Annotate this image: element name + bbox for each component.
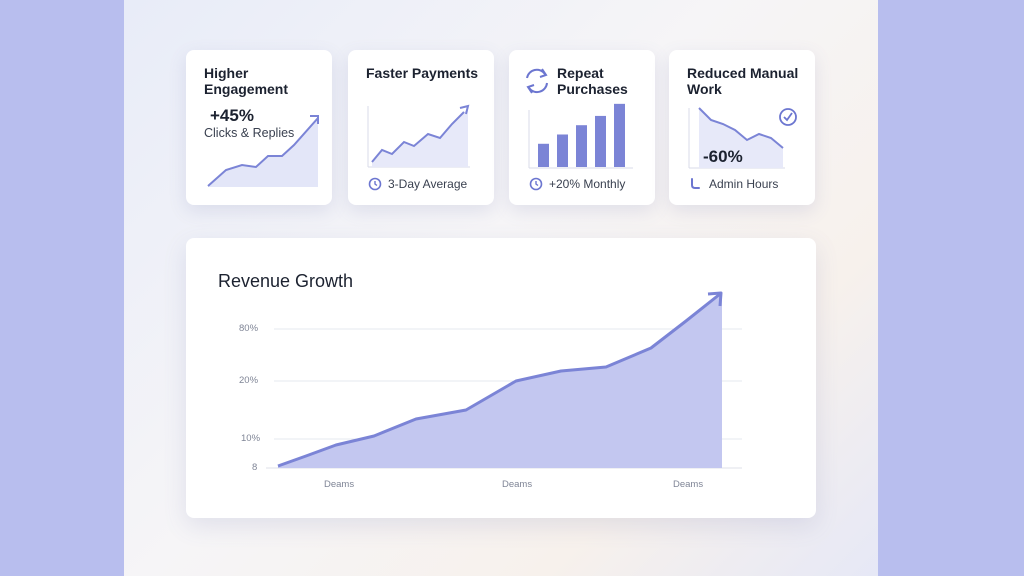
- left-background-band: [0, 0, 124, 576]
- x-tick-label: Deams: [502, 479, 533, 490]
- manual-work-sparkline: [688, 107, 797, 169]
- bar: [614, 103, 625, 167]
- payments-card: Faster Payments 3-Day Average: [348, 50, 494, 205]
- revenue-line: [277, 292, 721, 468]
- payments-sparkline: [367, 104, 470, 168]
- arrow-head-icon: [707, 291, 723, 307]
- revenue-growth-panel: Revenue Growth 80% 20% 10% 8 Deams Deams…: [186, 238, 816, 518]
- engagement-sparkline: [207, 115, 319, 187]
- bar: [576, 125, 587, 167]
- repeat-purchases-card: Repeat Purchases +20% Monthly: [509, 50, 655, 205]
- y-tick-label: 10%: [241, 433, 261, 444]
- manual-work-card: Reduced Manual Work -60% Admin Hours: [669, 50, 815, 205]
- bar: [557, 134, 568, 167]
- check-circle-icon: [779, 108, 797, 126]
- repeat-purchases-footer: +20% Monthly: [529, 177, 625, 191]
- card-title: Higher Engagement: [204, 65, 289, 97]
- engagement-card: Higher Engagement +45% Clicks & Replies: [186, 50, 332, 205]
- y-tick-label: 20%: [239, 375, 259, 386]
- manual-work-footer: Admin Hours: [689, 177, 778, 191]
- clock-icon: [368, 177, 382, 191]
- bar: [538, 143, 549, 167]
- manual-work-value: -60%: [703, 147, 743, 166]
- revenue-area-chart: [266, 291, 742, 469]
- wrench-icon: [691, 178, 700, 189]
- payments-footer-label: 3-Day Average: [388, 177, 468, 191]
- y-tick-label: 8: [252, 462, 258, 473]
- card-title: Reduced Manual Work: [687, 65, 799, 97]
- y-tick-label: 80%: [239, 323, 259, 334]
- chart-title: Revenue Growth: [218, 271, 354, 291]
- payments-footer: 3-Day Average: [368, 177, 467, 191]
- card-title: Repeat Purchases: [557, 65, 628, 97]
- card-title: Faster Payments: [366, 65, 479, 81]
- trend-arrow-up-icon: [310, 115, 319, 124]
- x-tick-label: Deams: [324, 479, 355, 490]
- engagement-subtitle: Clicks & Replies: [204, 126, 295, 140]
- revenue-area: [278, 294, 722, 468]
- refresh-cycle-icon: [526, 68, 548, 94]
- bar: [595, 115, 606, 167]
- engagement-value: +45%: [210, 106, 254, 125]
- repeat-purchases-footer-label: +20% Monthly: [549, 177, 626, 191]
- x-tick-label: Deams: [673, 479, 704, 490]
- clock-icon: [529, 177, 543, 191]
- right-background-band: [878, 0, 1024, 576]
- repeat-purchases-chart: [526, 68, 633, 169]
- bar-series: [538, 103, 625, 167]
- manual-work-footer-label: Admin Hours: [709, 177, 779, 191]
- dashboard-canvas: Higher Engagement +45% Clicks & Replies …: [124, 0, 878, 576]
